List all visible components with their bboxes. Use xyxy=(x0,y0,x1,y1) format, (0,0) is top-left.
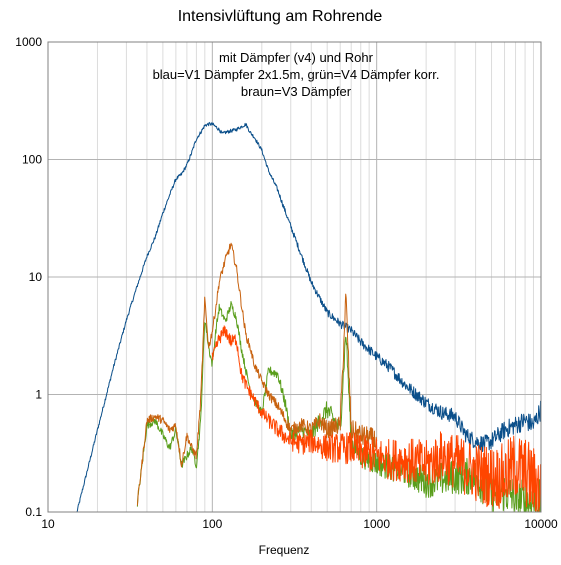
x-tick-label: 10000 xyxy=(524,517,558,531)
y-tick-label: 0.1 xyxy=(25,505,42,519)
series-layer xyxy=(76,121,542,513)
y-tick-label: 10 xyxy=(29,270,43,284)
annotation-line-2: blau=V1 Dämpfer 2x1.5m, grün=V4 Dämpfer … xyxy=(153,67,440,82)
x-tick-labels: 10 100 1000 10000 xyxy=(41,517,558,531)
y-tick-labels: 0.1 1 10 100 1000 xyxy=(15,35,42,519)
x-tick-label: 10 xyxy=(41,517,55,531)
x-axis-label: Frequenz xyxy=(259,543,310,557)
x-tick-label: 100 xyxy=(202,517,222,531)
plot-frame xyxy=(47,41,542,513)
series-line-blue xyxy=(76,121,542,512)
series-line-brown xyxy=(136,242,378,506)
annotation-line-1: mit Dämpfer (v4) und Rohr xyxy=(219,50,374,65)
y-tick-label: 1 xyxy=(35,388,42,402)
grid xyxy=(47,41,541,513)
y-tick-label: 1000 xyxy=(15,35,42,49)
chart-title: Intensivlüftung am Rohrende xyxy=(178,8,383,25)
annotation-line-3: braun=V3 Dämpfer xyxy=(241,84,352,99)
y-tick-label: 100 xyxy=(22,153,42,167)
x-tick-label: 1000 xyxy=(363,517,390,531)
series-line-orange xyxy=(211,325,542,513)
